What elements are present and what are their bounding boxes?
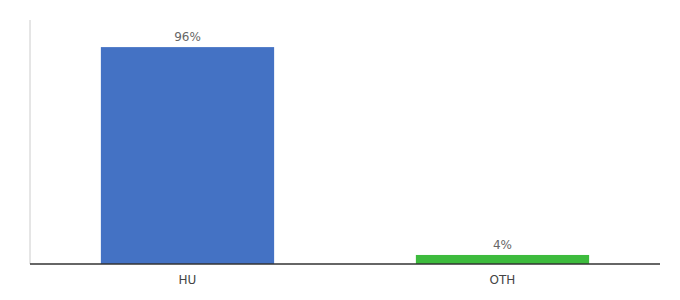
data-label: 96% (174, 30, 201, 44)
bar (416, 255, 589, 264)
bars (101, 47, 589, 264)
data-label: 4% (493, 238, 512, 252)
x-tick-label: HU (179, 273, 197, 287)
x-tick-label: OTH (490, 273, 516, 287)
bar (101, 47, 274, 264)
chart-container: HU OTH 96% 4% (0, 0, 680, 300)
chart-svg: HU OTH 96% 4% (0, 0, 680, 300)
y-axis-line (30, 20, 31, 264)
x-axis-line (30, 263, 660, 265)
